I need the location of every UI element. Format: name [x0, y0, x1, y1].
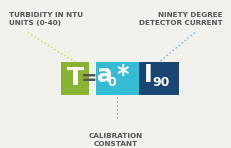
- Bar: [139, 62, 178, 95]
- Text: 90: 90: [152, 76, 169, 89]
- Text: CALIBRATION
CONSTANT: CALIBRATION CONSTANT: [88, 133, 143, 147]
- Text: NINETY DEGREE
DETECTOR CURRENT: NINETY DEGREE DETECTOR CURRENT: [139, 12, 222, 26]
- Text: TURBIDITY IN NTU
UNITS (0-40): TURBIDITY IN NTU UNITS (0-40): [9, 12, 83, 26]
- Text: a: a: [97, 63, 112, 87]
- Text: 0: 0: [107, 76, 116, 89]
- Bar: [96, 62, 139, 95]
- Text: T: T: [67, 66, 84, 90]
- Text: =: =: [81, 69, 97, 88]
- Bar: [61, 62, 89, 95]
- Text: I: I: [143, 63, 152, 87]
- Text: *: *: [116, 63, 129, 87]
